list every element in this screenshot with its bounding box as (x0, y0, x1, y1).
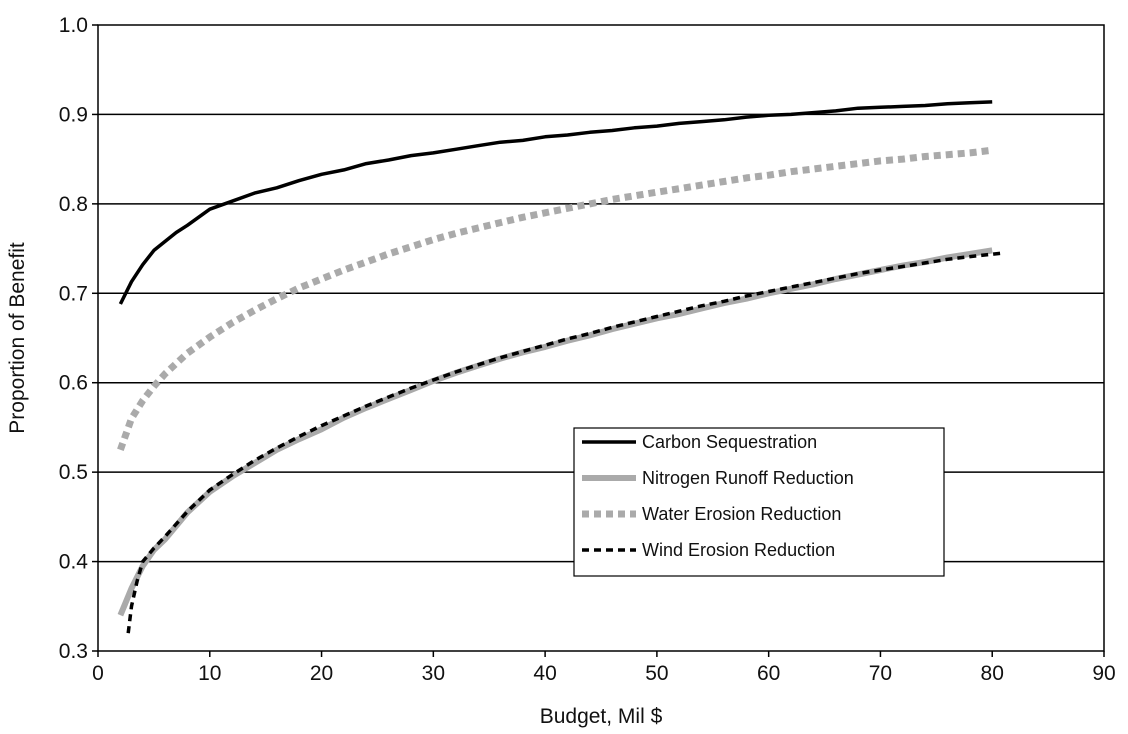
y-tick-label: 0.3 (59, 640, 88, 663)
x-tick-label: 0 (92, 662, 104, 685)
x-tick-label: 20 (310, 662, 333, 685)
x-tick-label: 50 (645, 662, 668, 685)
x-tick-label: 60 (757, 662, 780, 685)
y-tick-label: 0.7 (59, 282, 88, 305)
x-tick-label: 40 (533, 662, 556, 685)
series-line-3 (126, 251, 1004, 634)
y-tick-label: 0.8 (59, 193, 88, 216)
series-line-2 (117, 146, 993, 451)
x-axis-title: Budget, Mil $ (540, 705, 663, 728)
x-axis: 0 10 20 30 40 50 60 70 80 90 (92, 651, 1116, 685)
legend-label: Carbon Sequestration (642, 432, 817, 452)
y-tick-label: 0.5 (59, 461, 88, 484)
y-tick-label: 1.0 (59, 14, 88, 37)
x-tick-label: 80 (981, 662, 1004, 685)
legend: Carbon Sequestration Nitrogen Runoff Redu… (573, 427, 945, 577)
legend-label: Water Erosion Reduction (642, 504, 841, 524)
y-tick-label: 0.6 (59, 372, 88, 395)
x-tick-label: 10 (198, 662, 221, 685)
series-lines (117, 100, 1004, 634)
plot-frame (97, 24, 1105, 652)
x-tick-label: 70 (869, 662, 892, 685)
series-line-0 (118, 100, 993, 305)
y-axis: 0.3 0.4 0.5 0.6 0.7 0.8 0.9 1.0 (59, 14, 98, 663)
y-axis-title: Proportion of Benefit (6, 242, 29, 434)
legend-label: Wind Erosion Reduction (642, 540, 835, 560)
x-tick-label: 90 (1092, 662, 1115, 685)
y-tick-label: 0.4 (59, 551, 89, 574)
legend-label: Nitrogen Runoff Reduction (642, 468, 854, 488)
x-tick-label: 30 (422, 662, 445, 685)
y-tick-label: 0.9 (59, 103, 88, 126)
